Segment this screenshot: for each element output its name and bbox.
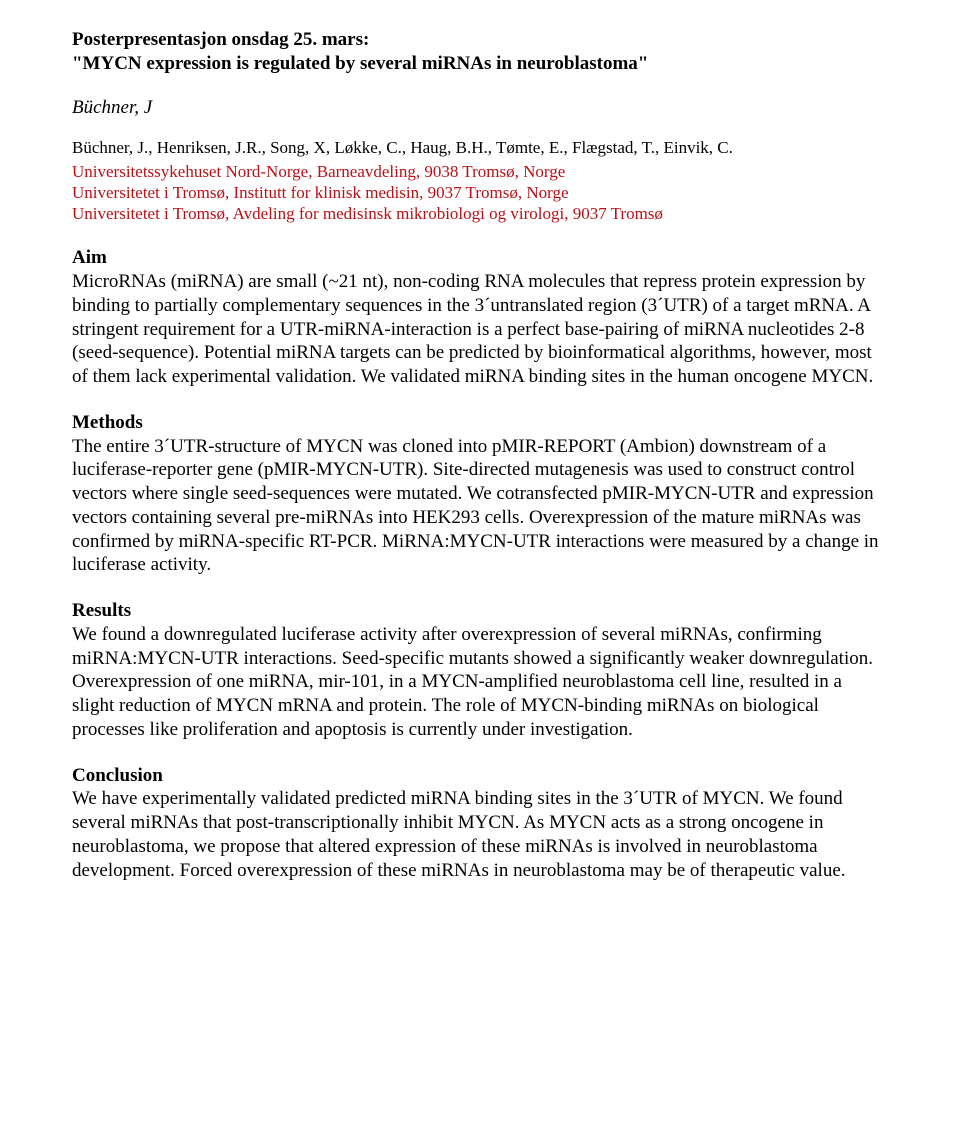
poster-title: "MYCN expression is regulated by several… <box>72 52 888 76</box>
aim-body: MicroRNAs (miRNA) are small (~21 nt), no… <box>72 270 888 389</box>
presenter-name: Büchner, J <box>72 96 888 120</box>
authors-list: Büchner, J., Henriksen, J.R., Song, X, L… <box>72 137 888 158</box>
affiliation-3: Universitetet i Tromsø, Avdeling for med… <box>72 203 888 224</box>
poster-session-line: Posterpresentasjon onsdag 25. mars: <box>72 28 888 52</box>
methods-body: The entire 3´UTR-structure of MYCN was c… <box>72 435 888 578</box>
results-body: We found a downregulated luciferase acti… <box>72 623 888 742</box>
title-block: Posterpresentasjon onsdag 25. mars: "MYC… <box>72 28 888 76</box>
section-results: Results We found a downregulated lucifer… <box>72 599 888 742</box>
conclusion-body: We have experimentally validated predict… <box>72 787 888 882</box>
section-aim: Aim MicroRNAs (miRNA) are small (~21 nt)… <box>72 246 888 389</box>
section-conclusion: Conclusion We have experimentally valida… <box>72 764 888 883</box>
affiliation-2: Universitetet i Tromsø, Institutt for kl… <box>72 182 888 203</box>
results-heading: Results <box>72 599 888 623</box>
conclusion-heading: Conclusion <box>72 764 888 788</box>
methods-heading: Methods <box>72 411 888 435</box>
affiliations: Universitetssykehuset Nord-Norge, Barnea… <box>72 161 888 225</box>
affiliation-1: Universitetssykehuset Nord-Norge, Barnea… <box>72 161 888 182</box>
section-methods: Methods The entire 3´UTR-structure of MY… <box>72 411 888 577</box>
aim-heading: Aim <box>72 246 888 270</box>
